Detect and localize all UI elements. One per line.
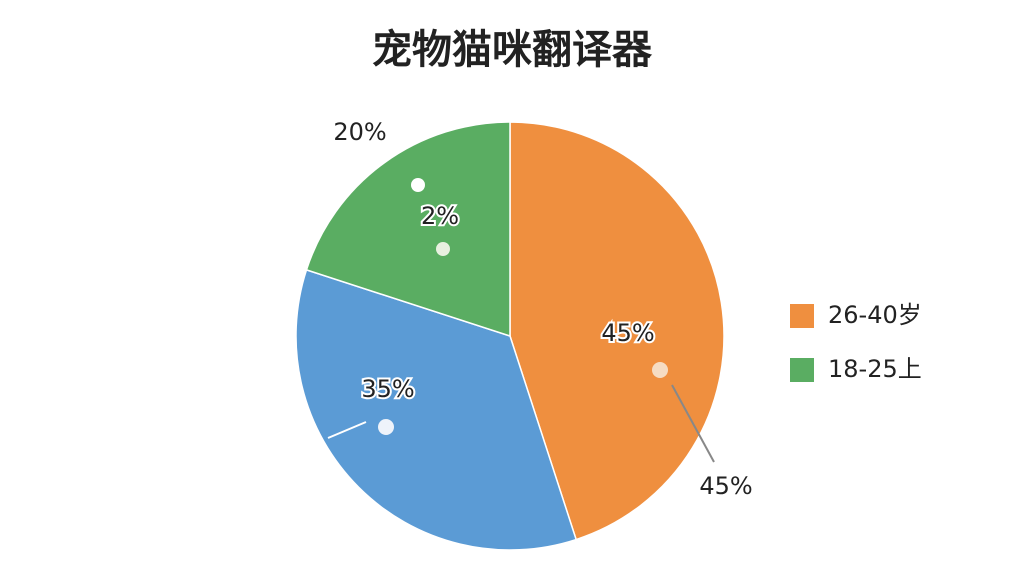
dot (411, 178, 425, 192)
legend-label: 26-40岁 (828, 301, 922, 329)
chart-title: 宠物猫咪翻译器 (372, 27, 653, 73)
data-label: 20% (333, 118, 386, 146)
pie-slice (509, 121, 725, 541)
leader-line (327, 421, 367, 439)
annotation: 45% (699, 472, 752, 500)
legend-label: 18-25上 (828, 355, 922, 383)
pie-slice (305, 121, 511, 338)
legend-swatch (790, 358, 814, 382)
legend-swatch (790, 304, 814, 328)
pie-slice (295, 268, 578, 551)
dot (436, 242, 450, 256)
data-label: 35% (361, 375, 414, 403)
dot (652, 362, 668, 378)
dot (378, 419, 394, 435)
annotation: 2% (421, 202, 459, 230)
pie (295, 121, 725, 551)
data-label: 45% (601, 319, 654, 347)
leader-line (671, 384, 715, 463)
